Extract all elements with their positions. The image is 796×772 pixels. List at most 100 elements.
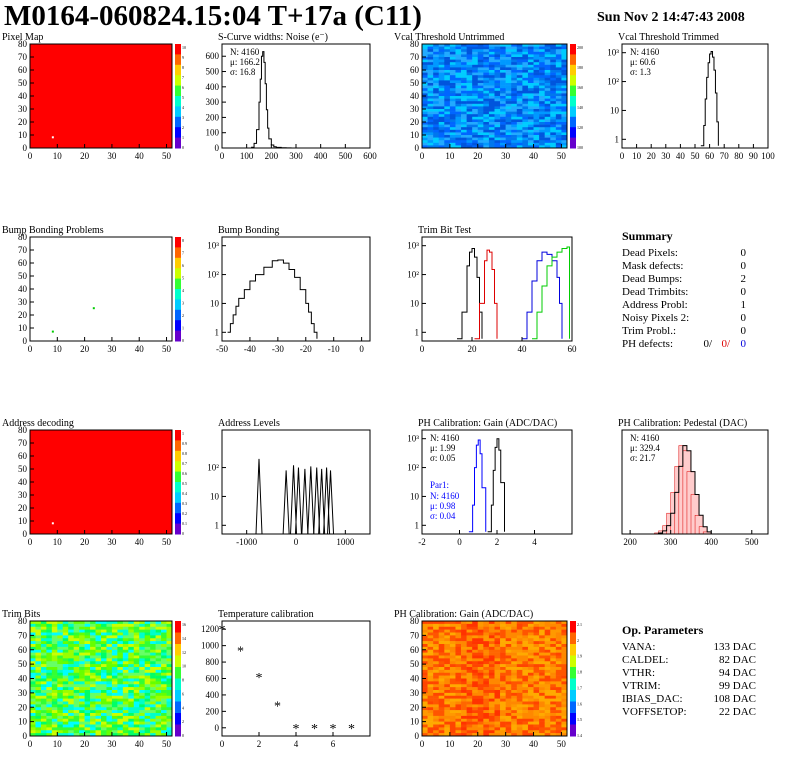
heatmap-cell (455, 649, 462, 653)
heatmap-cell (555, 638, 562, 642)
heatmap-cell (73, 681, 80, 685)
heatmap-cell (550, 626, 557, 630)
heatmap-cell (427, 46, 434, 50)
heatmap-cell (438, 135, 445, 138)
heatmap-cell (128, 710, 135, 714)
summary-value: 0 (740, 247, 747, 259)
address-peak (282, 470, 290, 535)
heatmap-cell (505, 72, 512, 76)
heatmap-cell (161, 704, 167, 708)
heatmap-cell (539, 103, 545, 107)
heatmap-cell (500, 98, 506, 102)
heatmap-cell (427, 119, 434, 123)
heatmap-cell (466, 83, 473, 86)
heatmap-cell (122, 655, 129, 659)
heatmap-cell (101, 644, 107, 648)
y-tick-label: 10 (18, 323, 28, 333)
heatmap-cell (106, 669, 113, 674)
heatmap-cell (161, 698, 167, 702)
heatmap-cell (550, 667, 557, 671)
heatmap-cell (79, 701, 85, 705)
heatmap-cell (35, 730, 42, 734)
heatmap-cell (101, 661, 107, 665)
heatmap-cell (550, 101, 557, 105)
x-tick-label: 40 (135, 151, 145, 161)
heatmap-cell (544, 127, 551, 131)
heatmap-cell (550, 93, 557, 97)
heatmap-cell (461, 140, 467, 144)
heatmap-cell (444, 119, 451, 123)
heatmap-cell (111, 641, 118, 645)
heatmap-cell (139, 724, 145, 728)
summary-label: PH defects: (622, 338, 674, 350)
heatmap-cell (511, 724, 518, 728)
heatmap-cell (422, 64, 428, 68)
heatmap-cell (466, 684, 473, 688)
heatmap-cell (488, 655, 495, 659)
heatmap-cell (527, 103, 534, 107)
heatmap-cell (73, 667, 80, 671)
heatmap-cell (461, 119, 467, 123)
heatmap-cell (133, 652, 140, 656)
heatmap-cell (433, 644, 440, 648)
heatmap-cell (455, 85, 462, 89)
heatmap-cell (483, 713, 490, 717)
heatmap-cell (516, 98, 523, 102)
heatmap-cell (427, 681, 434, 685)
heatmap-cell (95, 681, 102, 685)
heatmap-cell (494, 626, 501, 630)
heatmap-cell (483, 733, 490, 737)
heatmap-cell (494, 62, 501, 66)
heatmap-cell (488, 44, 495, 47)
heatmap-cell (539, 678, 545, 682)
heatmap-cell (166, 638, 173, 642)
x-tick-label: 0 (28, 151, 33, 161)
heatmap-cell (461, 652, 467, 656)
heatmap-cell (539, 669, 545, 674)
x-tick-label: 60 (568, 344, 578, 354)
heatmap-cell (555, 59, 562, 63)
heatmap-cell (51, 623, 58, 628)
heatmap-cell (533, 106, 540, 110)
heatmap-cell (111, 632, 118, 636)
heatmap-cell (438, 54, 445, 58)
heatmap-cell (111, 713, 118, 717)
heatmap-cell (433, 77, 440, 81)
heatmap-cell (466, 54, 473, 58)
heatmap-cells (422, 621, 568, 737)
x-tick-label: 40 (135, 344, 145, 354)
heatmap-cell (84, 669, 91, 674)
heatmap-cell (139, 707, 145, 711)
heatmap-cell (139, 629, 145, 633)
heatmap-cell (438, 678, 445, 682)
heatmap-cell (505, 80, 512, 84)
heatmap-cell (461, 621, 467, 625)
heatmap-cell (51, 644, 58, 648)
heatmap-cell (516, 724, 523, 728)
heatmap-cell (472, 135, 479, 138)
heatmap-cell (128, 718, 135, 722)
heatmap-cell (494, 704, 501, 708)
heatmap-cell (488, 692, 495, 697)
heatmap-cell (101, 623, 107, 628)
heatmap-cell (422, 681, 428, 685)
heatmap-cell (73, 678, 80, 682)
heatmap-cell (505, 62, 512, 66)
heatmap-cell (539, 80, 545, 84)
heatmap-cell (90, 684, 96, 688)
heatmap-cell (555, 116, 562, 120)
heatmap-cell (539, 667, 545, 671)
heatmap-cell (461, 718, 467, 722)
heatmap-cell (150, 687, 156, 691)
heatmap-cell (488, 135, 495, 138)
heatmap-cell (483, 644, 490, 648)
heatmap-cell (550, 695, 557, 699)
heatmap-cell (455, 713, 462, 717)
heatmap-cell (444, 106, 451, 110)
heatmap-cell (166, 684, 173, 688)
heatmap-cell (461, 695, 467, 699)
heatmap-cell (62, 713, 69, 717)
heatmap-cell (144, 652, 151, 656)
heatmap-cell (455, 137, 462, 141)
